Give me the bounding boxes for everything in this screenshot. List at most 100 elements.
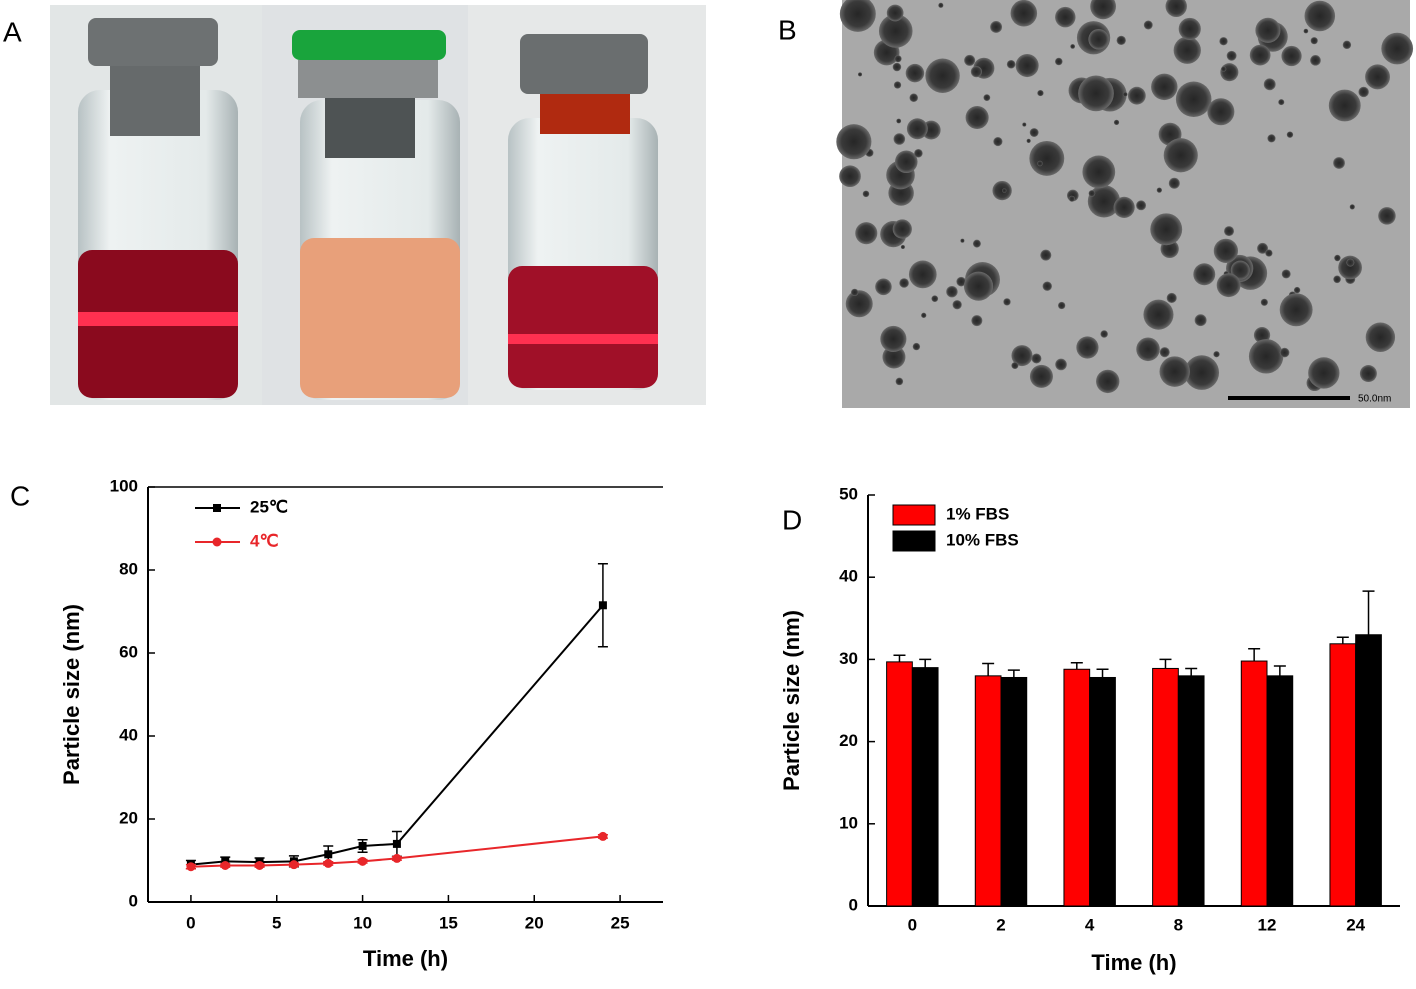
- particle: [1055, 57, 1063, 66]
- particle: [1358, 86, 1369, 98]
- particle: [1055, 6, 1076, 28]
- vial: [292, 30, 460, 400]
- error-bar: [919, 658, 932, 668]
- error-bar: [1273, 665, 1286, 676]
- particle: [1096, 369, 1120, 394]
- particle: [963, 271, 994, 301]
- particle: [862, 190, 870, 198]
- particle: [1221, 66, 1227, 72]
- y-tick-label: 100: [110, 476, 138, 495]
- x-tick-label: 12: [1258, 915, 1277, 934]
- particle: [892, 62, 902, 72]
- particle: [1263, 78, 1276, 91]
- particle: [952, 300, 962, 310]
- particle: [1002, 188, 1007, 193]
- legend-label: 25℃: [250, 497, 288, 516]
- particle: [1303, 28, 1309, 34]
- particle: [1226, 50, 1237, 61]
- particle: [1333, 157, 1345, 169]
- legend-swatch: [892, 530, 936, 552]
- particle: [851, 288, 859, 297]
- particle: [1055, 358, 1067, 371]
- particle: [894, 150, 918, 174]
- particle: [1015, 54, 1039, 78]
- particle: [1308, 357, 1340, 389]
- point: [186, 862, 196, 872]
- tem-panel: 50.0nm B: [778, 0, 1414, 408]
- particle: [1088, 29, 1109, 50]
- y-tick-label: 40: [119, 725, 138, 744]
- particle: [894, 55, 902, 63]
- particle: [909, 93, 918, 102]
- particle: [855, 222, 878, 245]
- panel-label: D: [782, 504, 802, 535]
- particle: [857, 72, 863, 77]
- legend-label: 4℃: [250, 531, 279, 550]
- bar: [1000, 676, 1028, 907]
- particle: [908, 260, 937, 289]
- particle: [839, 0, 876, 32]
- particle: [1219, 37, 1228, 46]
- particle: [1267, 134, 1276, 143]
- point: [323, 858, 333, 868]
- particle: [1230, 260, 1250, 280]
- particle: [1310, 37, 1318, 45]
- error-bar: [1007, 669, 1020, 678]
- particle: [1113, 196, 1135, 218]
- point: [289, 860, 299, 870]
- particle: [899, 278, 909, 288]
- particle: [1078, 75, 1114, 112]
- particle: [905, 63, 925, 83]
- point: [255, 860, 265, 870]
- particle: [1029, 364, 1053, 388]
- particle: [1163, 138, 1198, 173]
- particle: [983, 94, 991, 101]
- particle: [1159, 356, 1190, 387]
- particle: [906, 118, 928, 140]
- particle: [1026, 138, 1031, 143]
- scale-bar-label: 50.0nm: [1358, 394, 1391, 405]
- particle: [875, 278, 892, 296]
- panel-label: A: [3, 16, 22, 47]
- particle: [912, 342, 921, 351]
- particle: [1378, 207, 1396, 225]
- y-axis-label: Particle size (nm): [59, 604, 84, 785]
- bar: [974, 675, 1002, 907]
- bar: [886, 661, 913, 907]
- photo-panel: A: [3, 5, 706, 405]
- bar: [1063, 668, 1091, 907]
- error-bar: [982, 662, 995, 676]
- particle: [1365, 322, 1396, 352]
- particle: [886, 4, 904, 22]
- legend-swatch: [892, 504, 936, 526]
- y-tick-label: 10: [839, 813, 858, 832]
- bar: [1089, 676, 1116, 907]
- x-tick-label: 2: [996, 915, 1005, 934]
- particle: [993, 137, 1003, 147]
- y-tick-label: 0: [849, 895, 858, 914]
- x-tick-label: 24: [1346, 915, 1365, 934]
- particle: [1207, 98, 1235, 126]
- y-axis-label: Particle size (nm): [779, 610, 804, 791]
- point: [358, 856, 368, 866]
- particle: [956, 276, 966, 287]
- particle: [1338, 255, 1362, 280]
- particle: [1175, 81, 1212, 118]
- particle: [1381, 32, 1414, 65]
- point: [392, 839, 401, 848]
- x-tick-label: 25: [611, 913, 630, 932]
- particle: [1260, 298, 1268, 306]
- particle: [1278, 99, 1285, 106]
- particle: [1249, 44, 1271, 66]
- particle: [921, 312, 927, 318]
- point: [598, 831, 608, 841]
- particle: [1359, 365, 1377, 383]
- particle: [1342, 40, 1352, 50]
- particle: [971, 315, 983, 327]
- bar: [1266, 675, 1294, 907]
- particle: [893, 81, 902, 89]
- x-tick-label: 4: [1085, 915, 1095, 934]
- particle: [990, 21, 1003, 33]
- bar: [1177, 675, 1205, 907]
- particle: [1116, 35, 1126, 46]
